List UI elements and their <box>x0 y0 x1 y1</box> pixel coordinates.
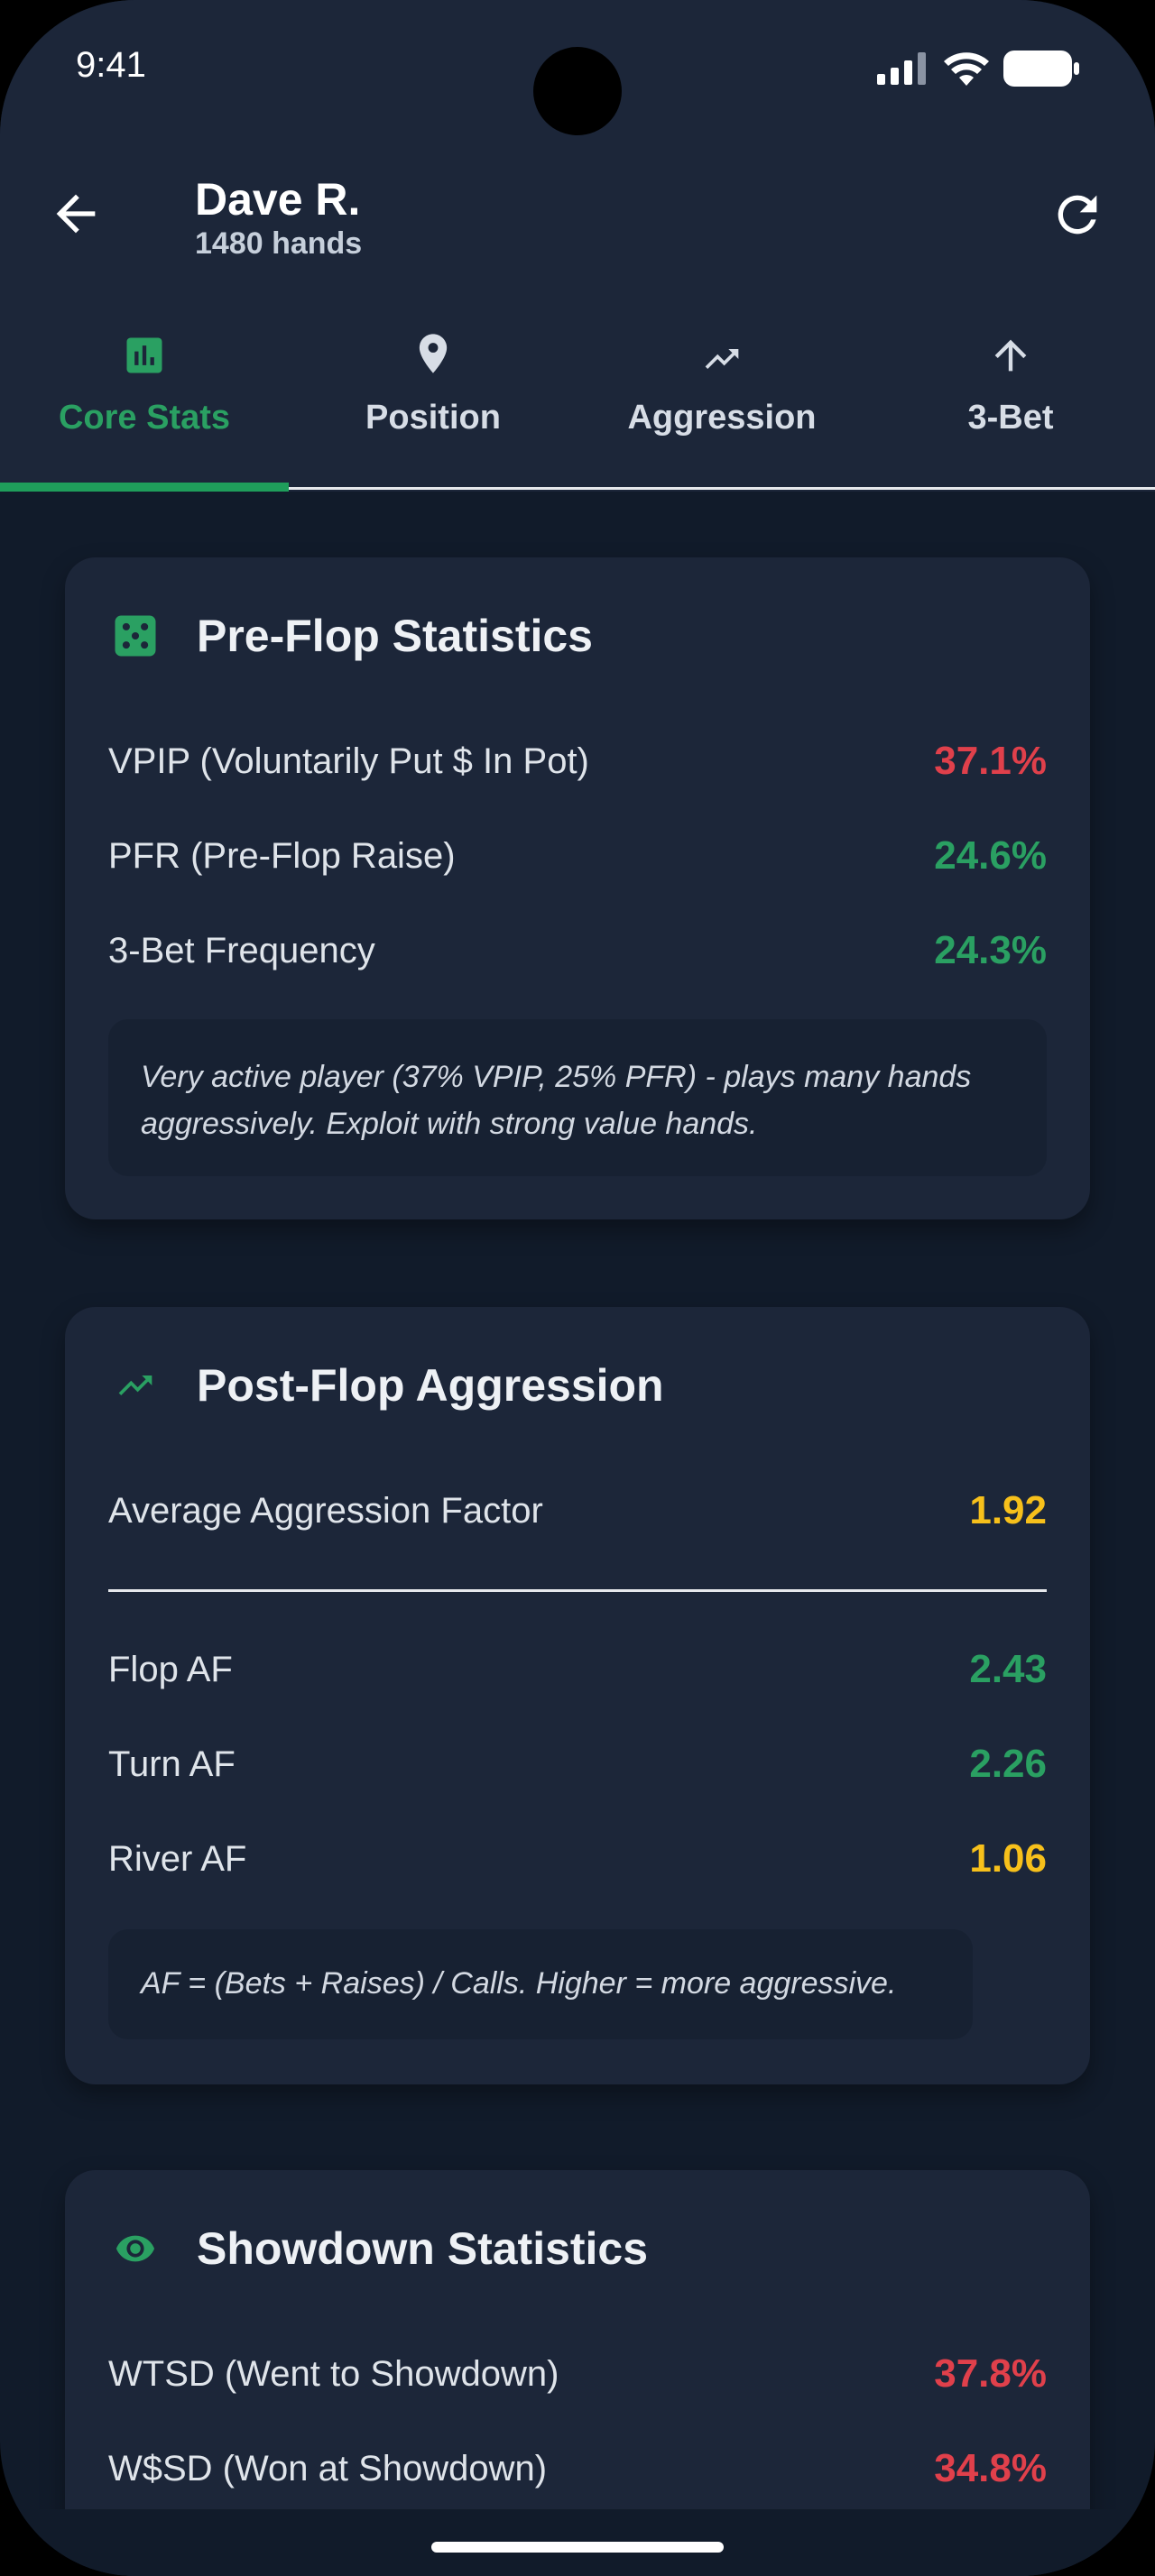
wifi-icon <box>944 52 989 86</box>
tab-core-stats[interactable]: Core Stats <box>0 325 289 492</box>
stat-label: Flop AF <box>108 1649 233 1689</box>
postflop-card: Post-Flop Aggression Average Aggression … <box>65 1307 1090 2084</box>
battery-icon <box>1003 51 1079 87</box>
arrow-up-icon <box>994 339 1027 372</box>
showdown-card: Showdown Statistics WTSD (Went to Showdo… <box>65 2170 1090 2576</box>
stat-value: 24.3% <box>934 928 1047 972</box>
stat-label: 3-Bet Frequency <box>108 930 375 971</box>
tab-divider <box>0 487 1155 490</box>
stat-value: 2.26 <box>969 1742 1047 1786</box>
card-title: Showdown Statistics <box>197 2223 649 2274</box>
stat-row-pfr: PFR (Pre-Flop Raise) 24.6% <box>108 829 1047 883</box>
af-formula-note: AF = (Bets + Raises) / Calls. Higher = m… <box>108 1929 973 2039</box>
stat-row-wsd: W$SD (Won at Showdown) 34.8% <box>108 2442 1047 2496</box>
tab-label: Aggression <box>627 399 817 437</box>
active-tab-indicator <box>0 483 289 492</box>
tab-bar: Core Stats Position Aggression 3-Bet <box>0 325 1155 492</box>
refresh-icon[interactable] <box>1049 186 1106 244</box>
tab-label: Position <box>365 399 501 437</box>
stat-label: W$SD (Won at Showdown) <box>108 2448 548 2489</box>
tab-aggression[interactable]: Aggression <box>578 325 866 492</box>
preflop-card: Pre-Flop Statistics VPIP (Voluntarily Pu… <box>65 557 1090 1219</box>
card-header: Pre-Flop Statistics <box>110 610 593 662</box>
eye-icon <box>116 2235 155 2262</box>
stat-label: VPIP (Voluntarily Put $ In Pot) <box>108 741 589 781</box>
home-indicator[interactable] <box>431 2542 724 2553</box>
location-pin-icon <box>419 334 448 373</box>
stat-label: Turn AF <box>108 1743 236 1784</box>
tab-position[interactable]: Position <box>289 325 578 492</box>
stat-row-wtsd: WTSD (Went to Showdown) 37.8% <box>108 2347 1047 2401</box>
stat-label: WTSD (Went to Showdown) <box>108 2353 559 2394</box>
tab-3-bet[interactable]: 3-Bet <box>866 325 1155 492</box>
stat-value: 1.06 <box>969 1836 1047 1881</box>
stat-value: 34.8% <box>934 2446 1047 2490</box>
trending-up-icon <box>118 1375 152 1395</box>
camera-cutout <box>533 47 622 135</box>
header-title: Dave R. 1480 hands <box>195 173 362 262</box>
back-arrow-icon[interactable] <box>47 185 105 243</box>
stat-label: River AF <box>108 1838 247 1879</box>
trending-up-icon <box>705 349 739 369</box>
stat-value: 1.92 <box>969 1488 1047 1532</box>
card-header: Showdown Statistics <box>110 2222 648 2275</box>
app-header: 9:41 Dave R. 1480 hands <box>0 0 1155 492</box>
stat-row-turn-af: Turn AF 2.26 <box>108 1737 1047 1791</box>
stat-value: 37.1% <box>934 739 1047 783</box>
status-time: 9:41 <box>76 45 146 85</box>
section-divider <box>108 1589 1047 1592</box>
dice-icon <box>115 615 156 657</box>
status-icons <box>877 51 1079 87</box>
hand-count: 1480 hands <box>195 226 363 261</box>
card-title: Post-Flop Aggression <box>197 1360 664 1411</box>
stat-value: 37.8% <box>934 2351 1047 2396</box>
stat-label: Average Aggression Factor <box>108 1490 543 1531</box>
stat-value: 24.6% <box>934 833 1047 878</box>
stat-row-river-af: River AF 1.06 <box>108 1832 1047 1886</box>
player-summary-note: Very active player (37% VPIP, 25% PFR) -… <box>108 1019 1047 1176</box>
stat-row-3bet: 3-Bet Frequency 24.3% <box>108 924 1047 978</box>
tab-label: 3-Bet <box>967 399 1054 437</box>
signal-icon <box>877 52 926 85</box>
bar-chart-icon <box>126 337 162 373</box>
stat-row-average-af: Average Aggression Factor 1.92 <box>108 1484 1047 1538</box>
card-title: Pre-Flop Statistics <box>197 611 593 661</box>
card-header: Post-Flop Aggression <box>110 1359 664 1412</box>
stat-value: 2.43 <box>969 1647 1047 1691</box>
stat-label: PFR (Pre-Flop Raise) <box>108 835 456 876</box>
stat-row-vpip: VPIP (Voluntarily Put $ In Pot) 37.1% <box>108 734 1047 788</box>
tab-label: Core Stats <box>58 399 231 437</box>
stat-row-flop-af: Flop AF 2.43 <box>108 1642 1047 1697</box>
player-name: Dave R. <box>195 174 361 225</box>
